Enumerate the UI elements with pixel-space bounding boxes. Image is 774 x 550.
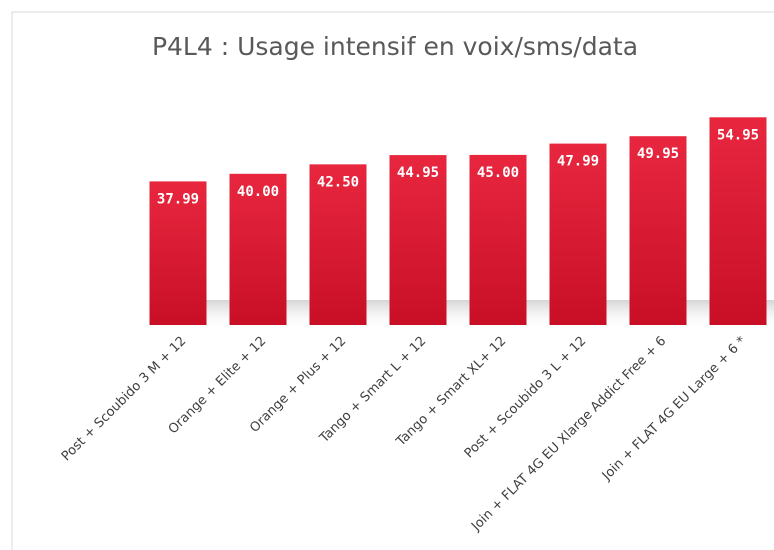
bar (309, 164, 367, 325)
data-label: 47.99 (557, 154, 599, 170)
data-label: 44.95 (397, 165, 439, 181)
data-label: 42.50 (317, 174, 359, 190)
data-label: 40.00 (237, 184, 279, 200)
bar (469, 154, 527, 325)
data-label: 37.99 (157, 191, 199, 207)
bar (229, 173, 287, 325)
data-label: 49.95 (637, 146, 679, 162)
bar (709, 117, 767, 325)
bar (149, 181, 207, 325)
bar (549, 143, 607, 325)
bar (389, 155, 447, 325)
chart-title: P4L4 : Usage intensif en voix/sms/data (152, 32, 638, 61)
bar (629, 136, 687, 325)
data-label: 45.00 (477, 165, 519, 181)
data-label: 54.95 (717, 127, 759, 143)
